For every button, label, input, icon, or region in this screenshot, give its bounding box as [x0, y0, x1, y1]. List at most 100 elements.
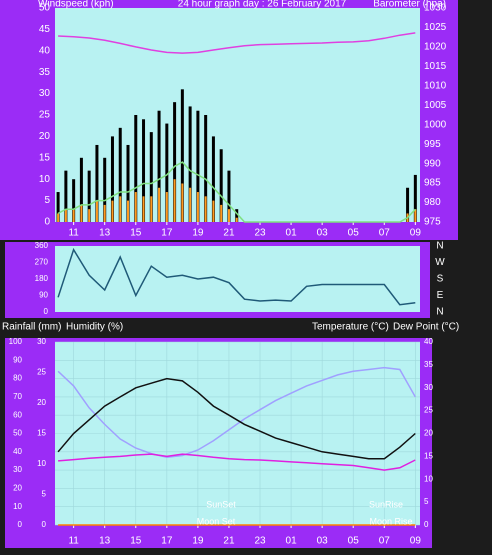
y-tick-label: 100 — [9, 337, 23, 346]
series-line — [57, 161, 416, 223]
bar — [111, 200, 114, 222]
y-tick-label: 80 — [13, 374, 22, 383]
bar — [134, 115, 138, 222]
y-tick-label: 30 — [39, 88, 51, 99]
x-tick-label: 11 — [68, 228, 79, 239]
bar — [219, 149, 223, 222]
y-tick-label: 40 — [13, 447, 22, 456]
bar — [196, 192, 199, 222]
y-tick-label: 0 — [44, 307, 49, 316]
x-tick-label: 19 — [192, 536, 204, 547]
y-tick-label: 35 — [39, 67, 51, 78]
y-tick-label: 360 — [35, 241, 49, 250]
y2-tick-label: 1025 — [424, 22, 447, 33]
bar — [196, 110, 200, 222]
annotation: SunRise — [369, 499, 403, 509]
y3-tick-label: 0 — [42, 520, 47, 529]
bar — [211, 136, 215, 222]
x-tick-label: 13 — [99, 536, 111, 547]
y2-tick-label: 30 — [424, 383, 433, 392]
y-tick-label: 50 — [13, 429, 22, 438]
series-label: Humidity (%) — [66, 322, 123, 333]
y-tick-label: 10 — [39, 174, 51, 185]
bar — [103, 157, 107, 222]
y-tick-label: 180 — [35, 274, 49, 283]
bar — [142, 119, 146, 222]
x-tick-label: 05 — [348, 228, 360, 239]
y2-tick-label: 990 — [424, 158, 441, 169]
y-tick-label: 20 — [39, 131, 51, 142]
x-tick-label: 09 — [410, 228, 422, 239]
bar — [126, 144, 130, 222]
series-line — [58, 453, 416, 471]
bar — [57, 213, 60, 222]
y2-tick-label: S — [437, 274, 444, 285]
x-tick-label: 05 — [348, 536, 360, 547]
y-tick-label: 25 — [39, 110, 51, 121]
y-tick-label: 70 — [13, 392, 22, 401]
y2-tick-label: 1000 — [424, 119, 447, 130]
bar — [72, 209, 75, 222]
bar — [80, 204, 83, 222]
y2-tick-label: 0 — [424, 520, 429, 529]
y-tick-label: 60 — [13, 410, 22, 419]
y2-tick-label: 1030 — [424, 3, 447, 14]
bar — [173, 179, 176, 222]
y2-tick-label: 975 — [424, 217, 441, 228]
bar — [406, 187, 410, 222]
bar — [180, 89, 184, 222]
x-tick-label: 17 — [161, 228, 173, 239]
bar — [95, 144, 99, 222]
bar — [149, 132, 153, 222]
y-tick-label: 40 — [39, 45, 51, 56]
bar — [235, 209, 239, 222]
annotation: Moon Set — [197, 516, 236, 526]
y-tick-label: 90 — [39, 291, 48, 300]
bar — [204, 115, 208, 222]
y3-tick-label: 20 — [37, 398, 46, 407]
annotation: SunSet — [206, 499, 236, 509]
y3-tick-label: 15 — [37, 429, 46, 438]
y2-tick-label: 15 — [424, 451, 433, 460]
x-tick-label: 23 — [254, 228, 266, 239]
y2-tick-label: 985 — [424, 178, 441, 189]
y2-tick-label: N — [436, 241, 443, 252]
y2-tick-label: 1015 — [424, 61, 447, 72]
bar — [134, 192, 137, 222]
x-tick-label: 23 — [254, 536, 266, 547]
x-tick-label: 15 — [130, 536, 142, 547]
series-line — [57, 366, 416, 459]
y2-axis-label: Barometer (hpa) — [373, 0, 446, 10]
x-tick-label: 03 — [317, 228, 329, 239]
bar — [165, 192, 168, 222]
bar — [88, 209, 91, 222]
bar — [189, 187, 192, 222]
bar — [157, 110, 161, 222]
y-tick-label: 10 — [13, 502, 22, 511]
bar — [142, 196, 145, 222]
bar — [220, 204, 223, 222]
series-line — [57, 247, 416, 306]
x-tick-label: 07 — [379, 228, 391, 239]
bar — [64, 209, 67, 222]
x-tick-label: 09 — [410, 536, 422, 547]
x-tick-label: 15 — [130, 228, 142, 239]
bar — [235, 217, 238, 222]
x-tick-label: 21 — [223, 536, 235, 547]
bar — [87, 170, 91, 222]
bar — [64, 170, 68, 222]
plot-area — [55, 8, 420, 222]
x-tick-label: 03 — [317, 536, 329, 547]
y-tick-label: 0 — [44, 217, 50, 228]
x-tick-label: 19 — [192, 228, 204, 239]
bar — [181, 183, 184, 222]
y-tick-label: 5 — [44, 195, 50, 206]
bar — [95, 200, 98, 222]
y-axis-label: Windspeed (kph) — [38, 0, 114, 10]
plot-area — [55, 246, 420, 312]
y-tick-label: 15 — [39, 152, 51, 163]
y2-tick-label: 1020 — [424, 42, 447, 53]
bar — [212, 200, 215, 222]
y2-tick-label: 995 — [424, 139, 441, 150]
